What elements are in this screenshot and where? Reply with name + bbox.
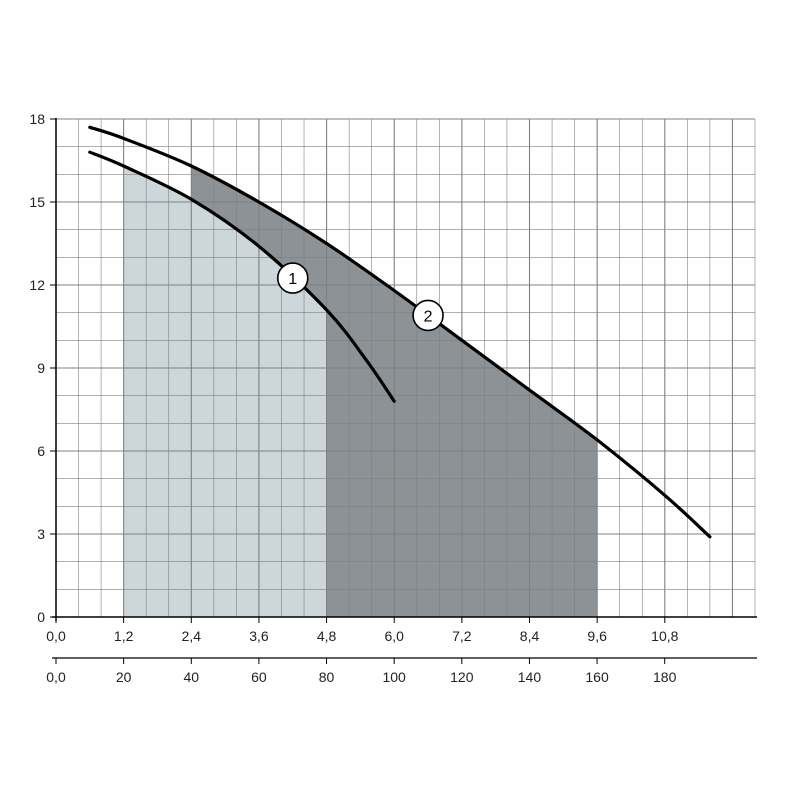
- y-tick-label: 9: [37, 360, 45, 376]
- x2-tick-label: 180: [653, 669, 677, 685]
- x2-tick-label: 140: [518, 669, 542, 685]
- x-tick-label: 3,6: [249, 628, 269, 644]
- curves: [88, 125, 712, 539]
- axes: [50, 118, 757, 664]
- x2-tick-label: 0,0: [46, 669, 66, 685]
- x2-tick-label: 80: [319, 669, 335, 685]
- x-tick-label: 9,6: [587, 628, 607, 644]
- x-tick-label: 1,2: [114, 628, 134, 644]
- marker-circle: [412, 299, 444, 332]
- x2-tick-label: 120: [450, 669, 474, 685]
- x-tick-label: 6,0: [384, 628, 404, 644]
- y-tick-label: 12: [29, 277, 45, 293]
- x-tick-label: 10,8: [651, 628, 678, 644]
- marker-label: 2: [424, 308, 433, 325]
- curve-marker-1: 1: [276, 262, 309, 294]
- x-tick-label: 2,4: [182, 628, 202, 644]
- marker-label: 1: [288, 271, 297, 288]
- y-tick-label: 15: [29, 194, 45, 210]
- x-tick-label: 0,0: [46, 628, 66, 644]
- y-tick-label: 0: [37, 609, 45, 625]
- x2-tick-label: 60: [251, 669, 267, 685]
- x2-tick-label: 40: [183, 669, 199, 685]
- marker-circle: [276, 262, 309, 294]
- x-tick-label: 7,2: [452, 628, 472, 644]
- x-tick-label: 8,4: [520, 628, 540, 644]
- x2-tick-label: 160: [585, 669, 609, 685]
- y-tick-label: 18: [29, 111, 45, 127]
- x-tick-label: 4,8: [317, 628, 337, 644]
- y-tick-label: 6: [37, 443, 45, 459]
- operating-region-1: [123, 166, 327, 617]
- y-tick-label: 3: [37, 526, 45, 542]
- grid: [55, 118, 756, 618]
- curve-markers: 12: [276, 262, 444, 332]
- curve-marker-2: 2: [412, 299, 444, 332]
- x2-tick-label: 100: [382, 669, 406, 685]
- x2-tick-label: 20: [116, 669, 132, 685]
- curve-1: [88, 150, 396, 403]
- curve-2: [88, 125, 712, 539]
- operating-regions: [123, 166, 598, 617]
